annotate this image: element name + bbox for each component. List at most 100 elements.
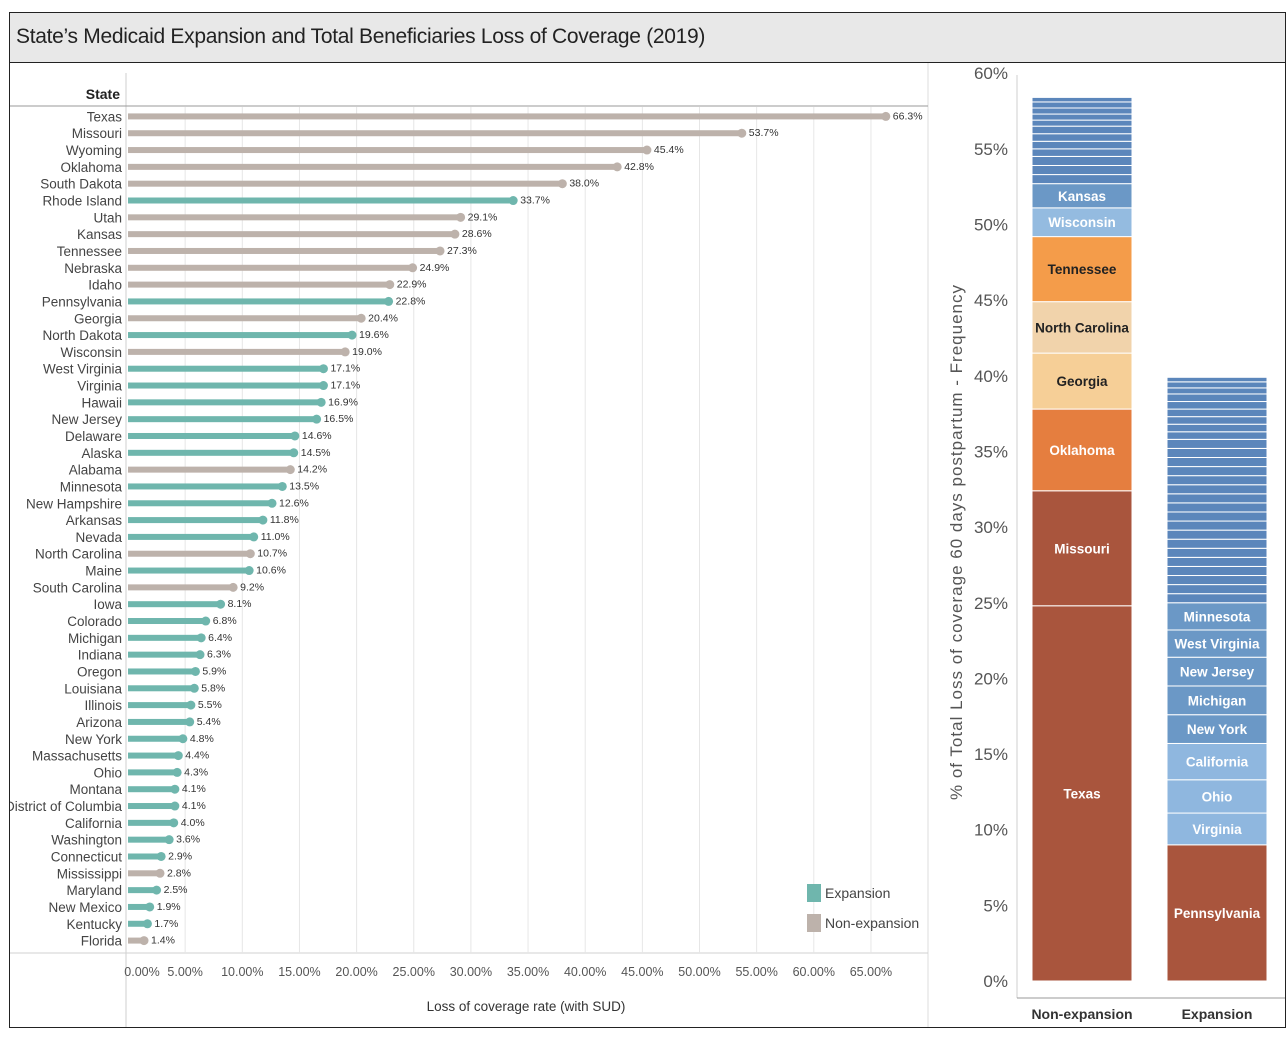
bar-minnesota xyxy=(128,483,283,490)
segment-non-expansion-wisconsin xyxy=(1031,207,1133,238)
bar-georgia xyxy=(128,315,362,322)
bar-alabama xyxy=(128,466,291,473)
segment-label-tennessee: Tennessee xyxy=(1048,262,1117,277)
bar-end-dot-wyoming xyxy=(642,145,652,155)
data-label-west-virginia: 17.1% xyxy=(330,363,360,375)
state-label-idaho: Idaho xyxy=(88,278,122,293)
bar-end-dot-colorado xyxy=(201,616,211,626)
segment-expansion-unlabeled-22 xyxy=(1166,475,1268,486)
bar-end-dot-indiana xyxy=(195,650,205,660)
bar-end-dot-maryland xyxy=(152,885,162,895)
segment-label-missouri: Missouri xyxy=(1054,541,1110,556)
data-label-iowa: 8.1% xyxy=(228,598,252,610)
state-label-texas: Texas xyxy=(87,109,123,124)
bar-rhode-island xyxy=(128,197,514,204)
state-label-oklahoma: Oklahoma xyxy=(60,160,122,175)
segment-non-expansion-unlabeled-11 xyxy=(1031,148,1133,157)
bar-indiana xyxy=(128,651,201,658)
data-label-new-hampshire: 12.6% xyxy=(279,497,309,509)
data-label-maine: 10.6% xyxy=(256,565,286,577)
bar-montana xyxy=(128,786,175,793)
segment-expansion-unlabeled-14 xyxy=(1166,547,1268,558)
legend-label-non-expansion: Non-expansion xyxy=(825,915,919,931)
bar-end-dot-arizona xyxy=(185,717,195,727)
legend-label-expansion: Expansion xyxy=(825,885,890,901)
y-tick-label: 45% xyxy=(974,291,1008,310)
segment-non-expansion-unlabeled-14 xyxy=(1031,125,1133,135)
bar-new-mexico xyxy=(128,903,150,910)
data-label-alaska: 14.5% xyxy=(301,447,331,459)
row-header-label: State xyxy=(86,86,120,102)
bar-pennsylvania xyxy=(128,298,389,305)
bar-end-dot-ohio xyxy=(172,767,182,777)
segment-non-expansion-unlabeled-9 xyxy=(1031,164,1133,176)
x-tick-label: 30.00% xyxy=(450,965,492,979)
segment-expansion-pennsylvania xyxy=(1166,844,1268,982)
bar-end-dot-kentucky xyxy=(142,919,152,929)
y-tick-label: 15% xyxy=(974,745,1008,764)
data-label-texas: 66.3% xyxy=(893,110,923,122)
data-label-illinois: 5.5% xyxy=(198,699,222,711)
data-label-arkansas: 11.8% xyxy=(270,514,299,526)
bar-north-carolina xyxy=(128,550,251,557)
state-label-ohio: Ohio xyxy=(93,765,122,780)
state-label-nebraska: Nebraska xyxy=(64,261,122,276)
x-tick-label: 45.00% xyxy=(621,965,663,979)
state-label-west-virginia: West Virginia xyxy=(43,362,123,377)
dashboard-frame: State’s Medicaid Expansion and Total Ben… xyxy=(9,12,1286,1028)
state-label-delaware: Delaware xyxy=(65,429,122,444)
state-label-wisconsin: Wisconsin xyxy=(60,345,122,360)
x-tick-label: 25.00% xyxy=(393,965,435,979)
segment-label-pennsylvania: Pennsylvania xyxy=(1174,906,1261,921)
segment-non-expansion-unlabeled-15 xyxy=(1031,119,1133,127)
data-label-massachusetts: 4.4% xyxy=(185,750,209,762)
legend-swatch-expansion xyxy=(807,884,821,902)
data-label-maryland: 2.5% xyxy=(164,884,188,896)
state-label-washington: Washington xyxy=(51,833,122,848)
state-label-montana: Montana xyxy=(69,782,122,797)
x-tick-label: 20.00% xyxy=(335,965,377,979)
bar-hawaii xyxy=(128,399,322,406)
bar-end-dot-west-virginia xyxy=(318,364,328,374)
segment-label-california: California xyxy=(1186,755,1249,770)
data-label-arizona: 5.4% xyxy=(197,716,221,728)
data-label-north-carolina: 10.7% xyxy=(257,548,287,560)
segment-label-wisconsin: Wisconsin xyxy=(1048,215,1115,230)
state-label-hawaii: Hawaii xyxy=(81,395,122,410)
data-label-kentucky: 1.7% xyxy=(154,918,178,930)
bar-new-hampshire xyxy=(128,500,273,507)
bar-end-dot-massachusetts xyxy=(173,751,183,761)
bar-end-dot-district-of-columbia xyxy=(170,801,180,811)
state-label-new-hampshire: New Hampshire xyxy=(26,496,122,511)
y-tick-label: 0% xyxy=(983,972,1008,991)
data-label-alabama: 14.2% xyxy=(297,464,327,476)
segment-non-expansion-unlabeled-10 xyxy=(1031,155,1133,166)
state-label-utah: Utah xyxy=(93,210,122,225)
x-tick-label: 0.00% xyxy=(124,965,159,979)
bar-end-dot-oklahoma xyxy=(612,162,622,172)
data-label-south-carolina: 9.2% xyxy=(240,581,264,593)
y-tick-label: 40% xyxy=(974,367,1008,386)
bar-colorado xyxy=(128,618,206,625)
state-label-minnesota: Minnesota xyxy=(60,479,123,494)
bar-maryland xyxy=(128,887,157,894)
y-tick-label: 35% xyxy=(974,442,1008,461)
data-label-louisiana: 5.8% xyxy=(201,682,225,694)
segment-expansion-michigan xyxy=(1166,685,1268,716)
data-label-georgia: 20.4% xyxy=(368,312,398,324)
bar-end-dot-oregon xyxy=(190,666,200,676)
data-label-nebraska: 24.9% xyxy=(420,262,450,274)
segment-label-west-virginia: West Virginia xyxy=(1174,637,1260,652)
x-tick-label: 55.00% xyxy=(735,965,777,979)
segment-expansion-unlabeled-25 xyxy=(1166,447,1268,459)
data-label-ohio: 4.3% xyxy=(184,766,208,778)
segment-non-expansion-unlabeled-17 xyxy=(1031,107,1133,115)
state-label-iowa: Iowa xyxy=(93,597,122,612)
category-label-expansion: Expansion xyxy=(1182,1006,1253,1022)
y-tick-label: 55% xyxy=(974,140,1008,159)
bar-end-dot-tennessee xyxy=(435,246,445,256)
bar-illinois xyxy=(128,702,191,709)
x-tick-label: 35.00% xyxy=(507,965,549,979)
state-label-georgia: Georgia xyxy=(74,311,123,326)
loss-of-coverage-bar-chart: State Texas 66.3% Missouri 53.7% Wyoming 45.4%… xyxy=(10,63,929,1027)
